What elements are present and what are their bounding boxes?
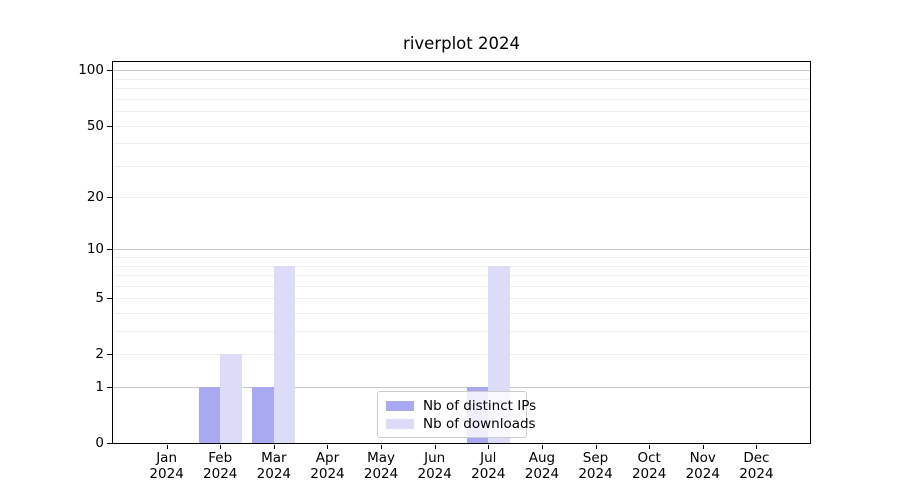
y-tick-label: 1 [95, 379, 104, 395]
x-tick-mark [166, 445, 168, 449]
y-tick-label: 2 [95, 346, 104, 362]
x-tick-mark [220, 445, 222, 449]
x-tick-label: Oct 2024 [631, 450, 667, 482]
y-tick-mark [107, 249, 112, 250]
x-tick-mark [649, 445, 651, 449]
gridline-minor [113, 354, 810, 355]
x-tick-label: Apr 2024 [310, 450, 345, 482]
x-tick-label: Mar 2024 [256, 450, 292, 482]
y-tick-label: 0 [95, 435, 104, 451]
legend: Nb of distinct IPs Nb of downloads [377, 391, 536, 438]
x-tick-label: Jul 2024 [471, 450, 506, 482]
x-tick-mark [595, 445, 597, 449]
gridline-minor [113, 88, 810, 89]
bar-distinct-ips-mar [252, 387, 274, 443]
bar-distinct-ips-feb [198, 387, 221, 443]
legend-label-distinct-ips: Nb of distinct IPs [423, 398, 537, 414]
y-tick-mark [107, 443, 112, 444]
gridline-major [113, 249, 810, 250]
x-tick-mark [541, 445, 543, 449]
y-tick-mark [107, 354, 112, 355]
x-tick-label: Nov 2024 [685, 450, 720, 482]
x-tick-label: Dec 2024 [739, 450, 774, 482]
gridline-minor [113, 286, 810, 287]
x-tick-mark [327, 445, 329, 449]
gridline-minor [113, 99, 810, 100]
legend-swatch-downloads [386, 419, 414, 429]
gridline-minor [113, 266, 810, 267]
gridline-minor [113, 257, 810, 258]
x-tick-label: May 2024 [363, 450, 399, 482]
x-tick-mark [434, 445, 436, 449]
gridline-minor [113, 143, 810, 144]
legend-label-downloads: Nb of downloads [423, 416, 536, 432]
y-tick-label: 20 [86, 189, 104, 205]
gridline-major [113, 387, 810, 388]
x-tick-mark [756, 445, 758, 449]
gridline-minor [113, 126, 810, 127]
x-tick-mark [273, 445, 275, 449]
x-tick-mark [381, 445, 383, 449]
y-tick-mark [107, 70, 112, 71]
plot-area [112, 61, 811, 444]
y-tick-label: 10 [86, 241, 104, 257]
gridline-minor [113, 275, 810, 276]
y-tick-label: 100 [78, 62, 104, 78]
gridline-minor [113, 298, 810, 299]
legend-item-distinct-ips: Nb of distinct IPs [386, 397, 536, 415]
gridline-minor [113, 331, 810, 332]
y-tick-mark [107, 298, 112, 299]
y-tick-mark [107, 126, 112, 127]
x-tick-label: Sep 2024 [578, 450, 613, 482]
gridline-minor [113, 79, 810, 80]
gridline-minor [113, 166, 810, 167]
legend-item-downloads: Nb of downloads [386, 415, 536, 433]
y-tick-label: 5 [95, 290, 104, 306]
y-tick-mark [107, 197, 112, 198]
gridline-minor [113, 111, 810, 112]
bar-downloads-feb [220, 354, 242, 443]
gridline-major [113, 70, 810, 71]
x-tick-label: Jan 2024 [149, 450, 184, 482]
y-tick-label: 50 [86, 118, 104, 134]
gridline-minor [113, 197, 810, 198]
x-tick-label: Aug 2024 [524, 450, 560, 482]
y-tick-mark [107, 387, 112, 388]
gridline-minor [113, 313, 810, 314]
chart-title: riverplot 2024 [403, 34, 520, 53]
x-tick-mark [702, 445, 704, 449]
legend-swatch-distinct-ips [386, 401, 414, 411]
x-tick-mark [488, 445, 490, 449]
x-tick-label: Jun 2024 [417, 450, 452, 482]
x-tick-label: Feb 2024 [203, 450, 238, 482]
bar-downloads-mar [273, 265, 296, 443]
